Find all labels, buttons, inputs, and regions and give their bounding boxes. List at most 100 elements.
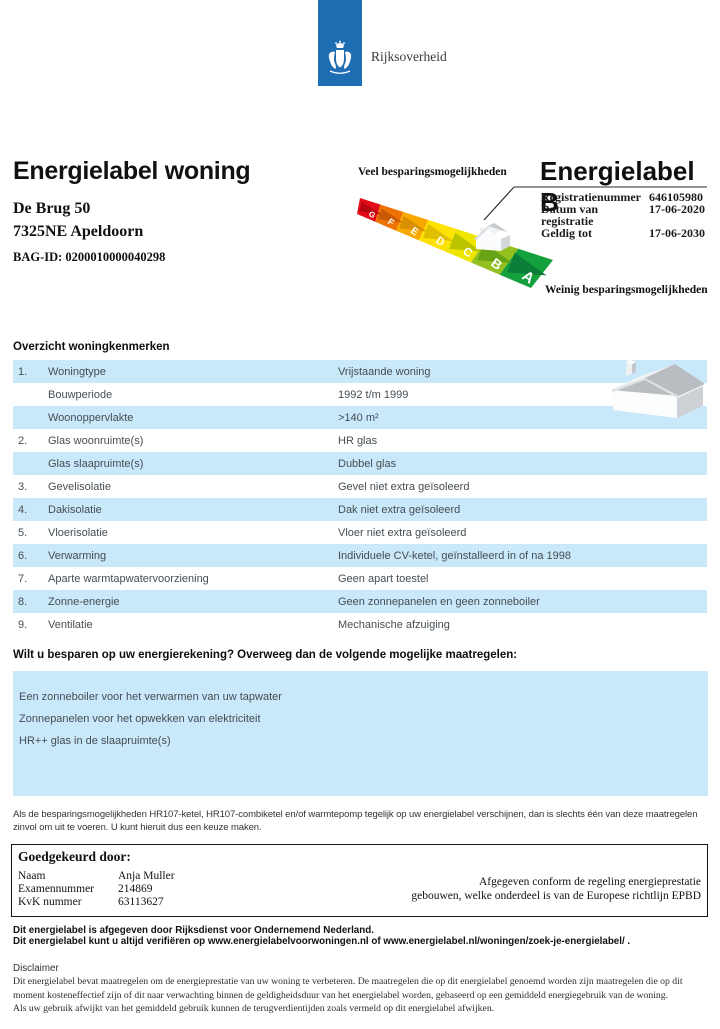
row-value: Individuele CV-ketel, geïnstalleerd in o… xyxy=(338,549,571,562)
row-label: Bouwperiode xyxy=(48,388,113,401)
table-row: 6. Verwarming Individuele CV-ketel, geïn… xyxy=(13,544,707,567)
few-savings-label: Weinig besparingsmogelijkheden xyxy=(545,284,708,296)
row-number: 1. xyxy=(18,365,28,378)
registration-value: 17-06-2030 xyxy=(649,225,705,240)
registration-label: Datum van registratie xyxy=(541,201,599,228)
maatregel-item: HR++ glas in de slaapruimte(s) xyxy=(19,735,171,747)
table-row: 4. Dakisolatie Dak niet extra geïsoleerd xyxy=(13,498,707,521)
registration-row: Geldig tot 17-06-2030 xyxy=(541,225,705,240)
rijksoverheid-wordmark: Rijksoverheid xyxy=(371,49,447,64)
maatregel-item: Zonnepanelen voor het opwekken van elekt… xyxy=(19,713,261,725)
energy-scale-ribbon: G F E D C B A xyxy=(357,198,553,288)
row-label: Glas woonruimte(s) xyxy=(48,434,144,447)
table-row: Woonoppervlakte >140 m² xyxy=(13,406,707,429)
approval-heading: Goedgekeurd door: xyxy=(18,849,131,864)
row-label: Dakisolatie xyxy=(48,503,102,516)
field-value: Anja Muller xyxy=(118,870,175,882)
more-savings-label: Veel besparingsmogelijkheden xyxy=(358,166,507,178)
field-label: KvK nummer xyxy=(18,896,82,908)
registration-value: 646105980 xyxy=(649,190,703,204)
kenmerken-heading: Overzicht woningkenmerken xyxy=(13,341,170,353)
footer-verify-line: Dit energielabel kunt u altijd verifiëre… xyxy=(13,936,631,947)
table-row: 9. Ventilatie Mechanische afzuiging xyxy=(13,613,707,636)
row-number: 4. xyxy=(18,503,28,516)
registration-row: Datum van registratie 17-06-2020 xyxy=(541,201,705,228)
row-label: Woningtype xyxy=(48,365,106,378)
scale-arrow-c xyxy=(449,232,482,252)
registration-label: Registratienummer xyxy=(541,190,641,204)
energy-label-class-title: Energielabel B xyxy=(540,156,695,217)
registration-label: Geldig tot xyxy=(541,225,592,240)
table-row: 1. Woningtype Vrijstaande woning xyxy=(13,360,707,383)
table-row: 5. Vloerisolatie Vloer niet extra geïsol… xyxy=(13,521,707,544)
row-value: Dak niet extra geïsoleerd xyxy=(338,503,461,516)
scale-arrow-d xyxy=(423,223,454,242)
maatregel-item: Een zonneboiler voor het verwarmen van u… xyxy=(19,691,282,703)
scale-arrow-g xyxy=(358,202,382,215)
row-label: Aparte warmtapwatervoorziening xyxy=(48,572,209,585)
scale-arrow-a xyxy=(507,252,547,276)
row-number: 2. xyxy=(18,434,28,447)
disclaimer-title: Disclaimer xyxy=(13,963,59,974)
address-city: 7325NE Apeldoorn xyxy=(13,223,144,240)
bag-id: BAG-ID: 0200010000040298 xyxy=(13,250,166,264)
table-row: 7. Aparte warmtapwatervoorziening Geen a… xyxy=(13,567,707,590)
row-number: 6. xyxy=(18,549,28,562)
table-row: 3. Gevelisolatie Gevel niet extra geïsol… xyxy=(13,475,707,498)
row-number: 3. xyxy=(18,480,28,493)
table-row: 8. Zonne-energie Geen zonnepanelen en ge… xyxy=(13,590,707,613)
scale-arrow-f xyxy=(377,208,404,223)
maatregelen-heading: Wilt u besparen op uw energierekening? O… xyxy=(13,649,518,661)
conform-line: Afgegeven conform de regeling energiepre… xyxy=(478,876,701,888)
row-value: >140 m² xyxy=(338,411,379,424)
approval-fields: Naam Anja Muller Examennummer 214869 KvK… xyxy=(18,870,175,909)
row-value: Mechanische afzuiging xyxy=(338,618,450,631)
row-value: Geen zonnepanelen en geen zonneboiler xyxy=(338,595,540,608)
row-value: Dubbel glas xyxy=(338,457,397,470)
field-value: 63113627 xyxy=(118,896,164,908)
row-label: Verwarming xyxy=(48,549,107,562)
disclaimer-text: Dit energielabel bevat maatregelen om de… xyxy=(13,976,683,1014)
hr107-note: Als de besparingsmogelijkheden HR107-ket… xyxy=(13,809,698,833)
row-number: 9. xyxy=(18,618,28,631)
scale-arrow-e xyxy=(399,216,427,232)
registration-row: Registratienummer 646105980 xyxy=(541,190,705,204)
row-value: Geen apart toestel xyxy=(338,572,429,585)
row-value: Vloer niet extra geïsoleerd xyxy=(338,526,467,539)
row-value: HR glas xyxy=(338,434,378,447)
registration-details: Registratienummer 646105980 Datum van re… xyxy=(541,190,705,240)
row-value: Gevel niet extra geïsoleerd xyxy=(338,480,470,493)
house-illustration xyxy=(611,359,705,418)
page-title: Energielabel woning xyxy=(13,157,251,185)
approval-field: Examennummer 214869 xyxy=(18,883,175,896)
field-label: Naam xyxy=(18,870,46,882)
approval-field: KvK nummer 63113627 xyxy=(18,896,175,909)
approval-field: Naam Anja Muller xyxy=(18,870,175,883)
conform-statement: Afgegeven conform de regeling energiepre… xyxy=(411,876,701,903)
scale-letter-g: G xyxy=(367,209,377,220)
row-label: Woonoppervlakte xyxy=(48,411,134,424)
approval-box: Goedgekeurd door: Naam Anja Muller Exame… xyxy=(11,844,708,917)
row-number: 7. xyxy=(18,572,28,585)
field-value: 214869 xyxy=(118,883,153,895)
field-label: Examennummer xyxy=(18,883,95,895)
row-label: Vloerisolatie xyxy=(48,526,108,539)
table-row: Glas slaapruimte(s) Dubbel glas xyxy=(13,452,707,475)
row-number: 8. xyxy=(18,595,28,608)
maatregelen-box: Een zonneboiler voor het verwarmen van u… xyxy=(13,671,708,796)
registration-value: 17-06-2020 xyxy=(649,201,705,216)
conform-line: gebouwen, welke onderdeel is van de Euro… xyxy=(411,889,701,902)
rijksoverheid-crest-icon xyxy=(328,40,352,74)
row-value: Vrijstaande woning xyxy=(338,365,431,378)
callout-line xyxy=(483,186,707,221)
address-street: De Brug 50 xyxy=(13,200,91,217)
kenmerken-table: 1. Woningtype Vrijstaande woning Bouwper… xyxy=(13,360,707,636)
row-value: 1992 t/m 1999 xyxy=(338,388,409,401)
row-label: Gevelisolatie xyxy=(48,480,111,493)
table-row: Bouwperiode 1992 t/m 1999 xyxy=(13,383,707,406)
table-row: 2. Glas woonruimte(s) HR glas xyxy=(13,429,707,452)
footer-issued-line: Dit energielabel is afgegeven door Rijks… xyxy=(13,925,374,936)
row-label: Zonne-energie xyxy=(48,595,120,608)
row-number: 5. xyxy=(18,526,28,539)
